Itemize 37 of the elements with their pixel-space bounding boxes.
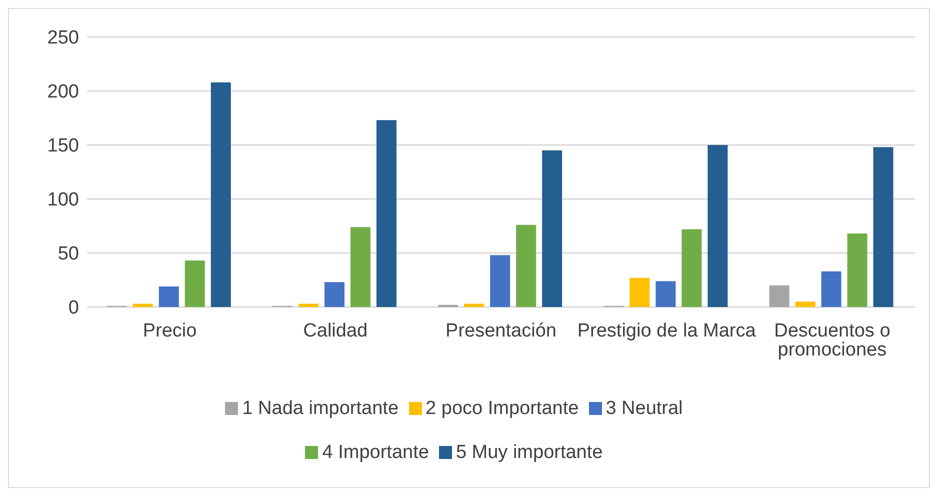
y-tick-label: 50 <box>58 244 79 265</box>
bar <box>682 229 702 307</box>
bar <box>873 147 894 307</box>
x-tick-label: Calidad <box>303 320 368 342</box>
x-tick-label: Presentación <box>446 320 556 342</box>
y-tick-label: 150 <box>47 136 79 157</box>
bar <box>795 302 816 307</box>
bar <box>847 234 868 307</box>
y-tick-label: 0 <box>68 298 79 319</box>
y-tick-label: 200 <box>47 82 79 103</box>
y-tick-label: 250 <box>47 28 79 49</box>
bar <box>184 260 205 307</box>
bar <box>350 227 370 307</box>
x-tick-label: Descuentos o promociones <box>774 320 890 360</box>
bar <box>464 304 484 307</box>
legend-label: 2 poco Importante <box>426 398 579 419</box>
bar <box>158 286 179 307</box>
x-tick-label: Prestigio de la Marca <box>577 320 756 342</box>
x-tick-label: Precio <box>142 320 197 342</box>
legend-label: 3 Neutral <box>606 398 683 419</box>
legend-label: 4 Importante <box>322 442 429 463</box>
bar <box>708 145 728 307</box>
bar <box>656 281 676 307</box>
bar <box>324 282 344 307</box>
bar <box>630 278 650 307</box>
bar <box>821 271 842 307</box>
bar <box>542 150 562 307</box>
bar <box>376 120 396 307</box>
y-tick-label: 100 <box>47 190 79 211</box>
legend-label: 5 Muy importante <box>456 442 603 463</box>
legend-label: 1 Nada importante <box>242 398 399 419</box>
bar <box>769 285 790 307</box>
bar <box>298 304 318 307</box>
bar <box>516 224 536 307</box>
bar <box>210 82 231 307</box>
bar <box>132 304 153 307</box>
bar <box>490 255 510 307</box>
